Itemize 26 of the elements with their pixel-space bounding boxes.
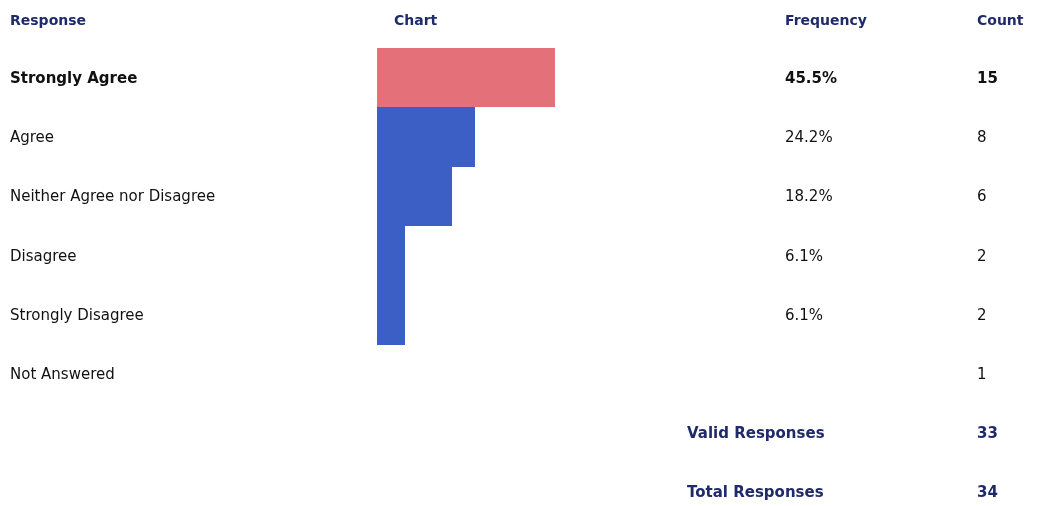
y-axis-title: Response bbox=[10, 12, 87, 28]
text: Count bbox=[977, 12, 1024, 28]
text: 34 bbox=[977, 483, 998, 501]
text: 8 bbox=[977, 128, 987, 146]
text: 6.1% bbox=[785, 306, 824, 324]
text: 6.1% bbox=[785, 247, 824, 265]
text: 2 bbox=[977, 247, 987, 265]
text: Chart bbox=[394, 12, 438, 28]
text: 24.2% bbox=[785, 128, 833, 146]
bar bbox=[377, 48, 555, 107]
y-tick-label: Strongly Agree bbox=[10, 69, 138, 87]
y-tick-label: Neither Agree nor Disagree bbox=[10, 187, 216, 205]
y-tick-label: Strongly Disagree bbox=[10, 306, 144, 324]
text: 33 bbox=[977, 424, 998, 442]
text: 2 bbox=[977, 306, 987, 324]
text: 18.2% bbox=[785, 187, 833, 205]
text: 1 bbox=[977, 365, 987, 383]
y-tick-label: Not Answered bbox=[10, 365, 115, 383]
text: Total Responses bbox=[687, 483, 824, 501]
text: 45.5% bbox=[785, 69, 838, 87]
text: Valid Responses bbox=[687, 424, 825, 442]
text: 6 bbox=[977, 187, 987, 205]
y-tick-label: Agree bbox=[10, 128, 55, 146]
text: Frequency bbox=[785, 12, 867, 28]
text: 15 bbox=[977, 69, 998, 87]
y-tick-label: Disagree bbox=[10, 247, 77, 265]
